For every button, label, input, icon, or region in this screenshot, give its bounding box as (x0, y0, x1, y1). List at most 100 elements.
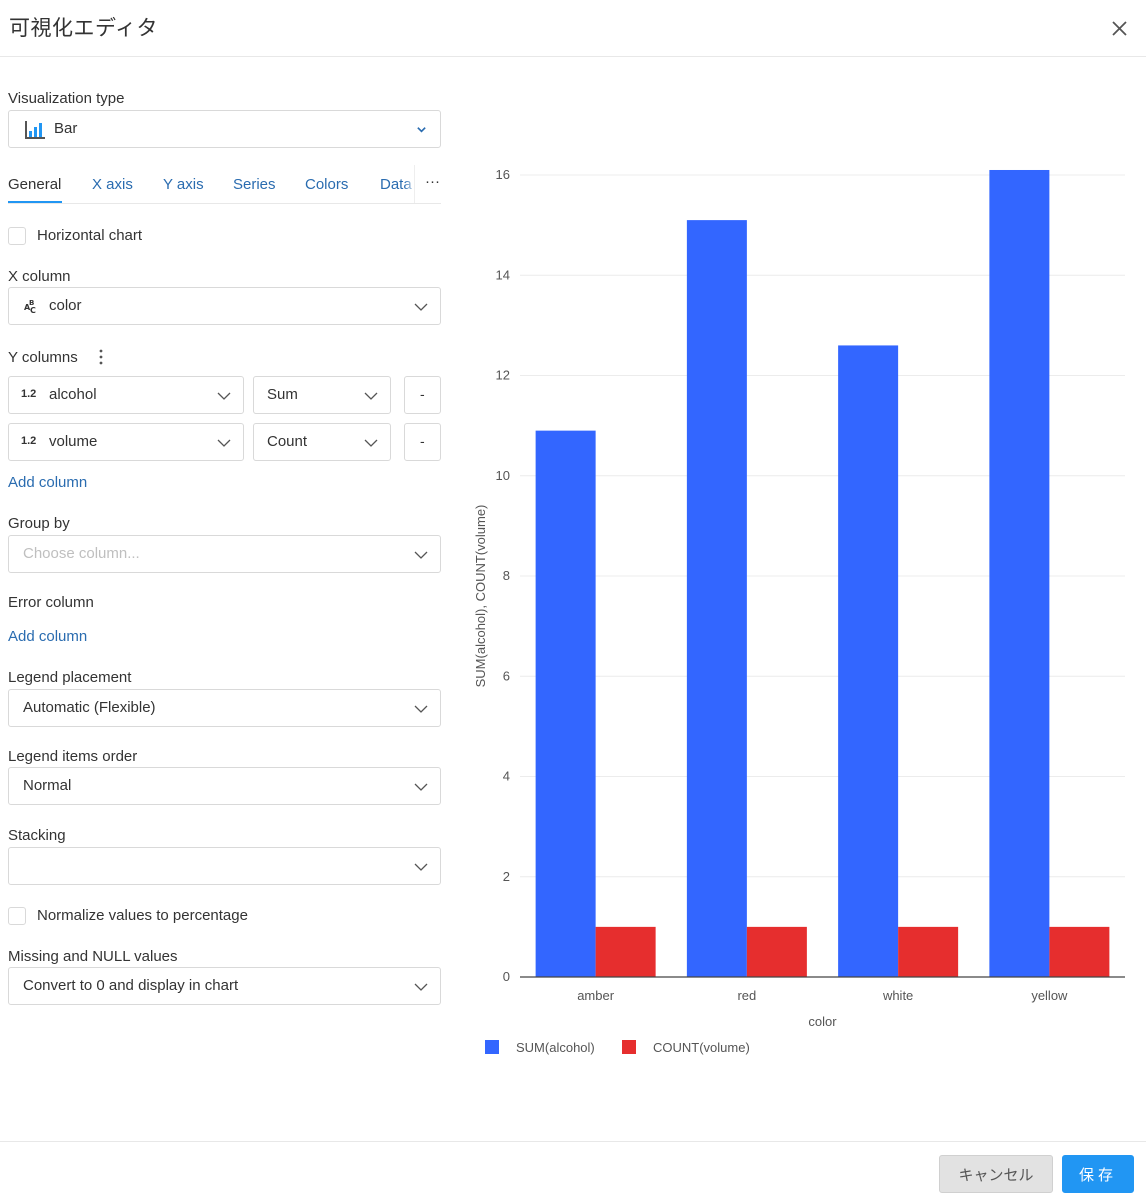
normalize-checkbox[interactable] (8, 907, 26, 925)
cancel-button[interactable]: キャンセル (939, 1155, 1053, 1193)
kebab-menu-icon[interactable] (95, 347, 107, 367)
y-tick-label: 10 (496, 468, 510, 483)
viz-type-select[interactable]: Bar (8, 110, 441, 148)
x-tick-label: amber (577, 988, 615, 1003)
x-column-value: color (49, 297, 82, 314)
legend-placement-value: Automatic (Flexible) (23, 699, 156, 716)
chevron-down-icon (417, 127, 426, 133)
x-tick-label: white (882, 988, 913, 1003)
bar (535, 430, 596, 977)
editor-tabs: General X axis Y axis Series Colors Data… (8, 165, 441, 204)
aggregation-value: Sum (267, 386, 298, 403)
legend-order-select[interactable]: Normal (8, 767, 441, 805)
chevron-down-icon (217, 392, 231, 400)
x-tick-label: red (737, 988, 756, 1003)
horizontal-chart-label: Horizontal chart (37, 227, 143, 244)
more-tabs-button[interactable]: ··· (414, 165, 441, 203)
legend-placement-select[interactable]: Automatic (Flexible) (8, 689, 441, 727)
normalize-label: Normalize values to percentage (37, 907, 248, 924)
stacking-label: Stacking (8, 827, 66, 844)
svg-text:A: A (24, 303, 31, 312)
missing-values-value: Convert to 0 and display in chart (23, 977, 239, 994)
aggregation-select[interactable]: Sum (253, 376, 391, 414)
chevron-down-icon (414, 705, 428, 713)
normalize-checkbox-row[interactable]: Normalize values to percentage (8, 905, 268, 927)
viz-type-value: Bar (54, 120, 78, 137)
dialog-header: 可視化エディタ (0, 0, 1146, 57)
chevron-down-icon (364, 439, 378, 447)
y-column-select[interactable]: 1.2 volume (8, 423, 244, 461)
y-axis-title: SUM(alcohol), COUNT(volume) (473, 505, 488, 688)
y-column-select[interactable]: 1.2 alcohol (8, 376, 244, 414)
dialog-title: 可視化エディタ (9, 16, 159, 40)
tab-general[interactable]: General (8, 176, 62, 193)
bar (898, 926, 959, 977)
y-tick-label: 14 (496, 267, 510, 282)
tab-series[interactable]: Series (233, 176, 276, 193)
chevron-down-icon (414, 983, 428, 991)
group-by-placeholder: Choose column... (23, 545, 140, 562)
add-error-column-link[interactable]: Add column (8, 628, 88, 645)
legend-label: COUNT(volume) (653, 1040, 750, 1055)
x-axis-title: color (808, 1014, 837, 1029)
svg-text:B: B (29, 299, 34, 307)
aggregation-select[interactable]: Count (253, 423, 391, 461)
legend-swatch (485, 1040, 499, 1054)
remove-y-column-button[interactable]: - (404, 376, 441, 414)
bar-chart-preview: 0 2 4 6 8 10 12 14 16 amber red white yellow color SUM… (473, 167, 1125, 1055)
y-column-value: volume (49, 433, 98, 450)
tab-data[interactable]: Data (380, 176, 412, 193)
chevron-down-icon (414, 303, 428, 311)
chevron-down-icon (414, 863, 428, 871)
number-type-icon: 1.2 (21, 388, 37, 400)
y-tick-label: 6 (503, 668, 510, 683)
dialog-footer (0, 1141, 1146, 1200)
y-column-value: alcohol (49, 386, 97, 403)
y-columns-label: Y columns (8, 349, 78, 366)
group-by-select[interactable]: Choose column... (8, 535, 441, 573)
bar (838, 345, 899, 977)
number-type-icon: 1.2 (21, 435, 37, 447)
close-icon[interactable] (1104, 13, 1134, 43)
bar (595, 926, 656, 977)
tab-colors[interactable]: Colors (305, 176, 349, 193)
bar (746, 926, 807, 977)
legend-order-value: Normal (23, 777, 72, 794)
chevron-down-icon (364, 392, 378, 400)
x-column-select[interactable]: A B C color (8, 287, 441, 325)
bar (989, 169, 1050, 978)
chevron-down-icon (414, 551, 428, 559)
legend-label: SUM(alcohol) (516, 1040, 595, 1055)
missing-values-select[interactable]: Convert to 0 and display in chart (8, 967, 441, 1005)
tab-y-axis[interactable]: Y axis (163, 176, 204, 193)
remove-label: - (420, 386, 425, 402)
remove-y-column-button[interactable]: - (404, 423, 441, 461)
y-tick-label: 2 (503, 869, 510, 884)
horizontal-chart-checkbox-row[interactable]: Horizontal chart (8, 225, 208, 247)
tab-x-axis[interactable]: X axis (92, 176, 133, 193)
remove-label: - (420, 433, 425, 449)
y-tick-label: 12 (496, 368, 510, 383)
y-tick-label: 8 (503, 568, 510, 583)
horizontal-chart-checkbox[interactable] (8, 227, 26, 245)
legend-swatch (622, 1040, 636, 1054)
add-y-column-link[interactable]: Add column (8, 474, 88, 491)
error-column-label: Error column (8, 594, 94, 611)
bar-chart-icon (25, 121, 45, 139)
x-tick-label: yellow (1031, 988, 1068, 1003)
group-by-label: Group by (8, 515, 70, 532)
stacking-select[interactable] (8, 847, 441, 885)
viz-type-label: Visualization type (8, 90, 125, 107)
chevron-down-icon (217, 439, 231, 447)
x-column-label: X column (8, 268, 71, 285)
y-tick-label: 16 (496, 167, 510, 182)
save-button[interactable]: 保存 (1062, 1155, 1134, 1193)
bar (686, 220, 747, 978)
chevron-down-icon (414, 783, 428, 791)
y-tick-label: 0 (503, 969, 510, 984)
active-tab-indicator (8, 201, 62, 203)
more-icon: ··· (425, 173, 440, 190)
bar (1049, 926, 1110, 977)
aggregation-value: Count (267, 433, 308, 450)
y-tick-label: 4 (503, 769, 510, 784)
